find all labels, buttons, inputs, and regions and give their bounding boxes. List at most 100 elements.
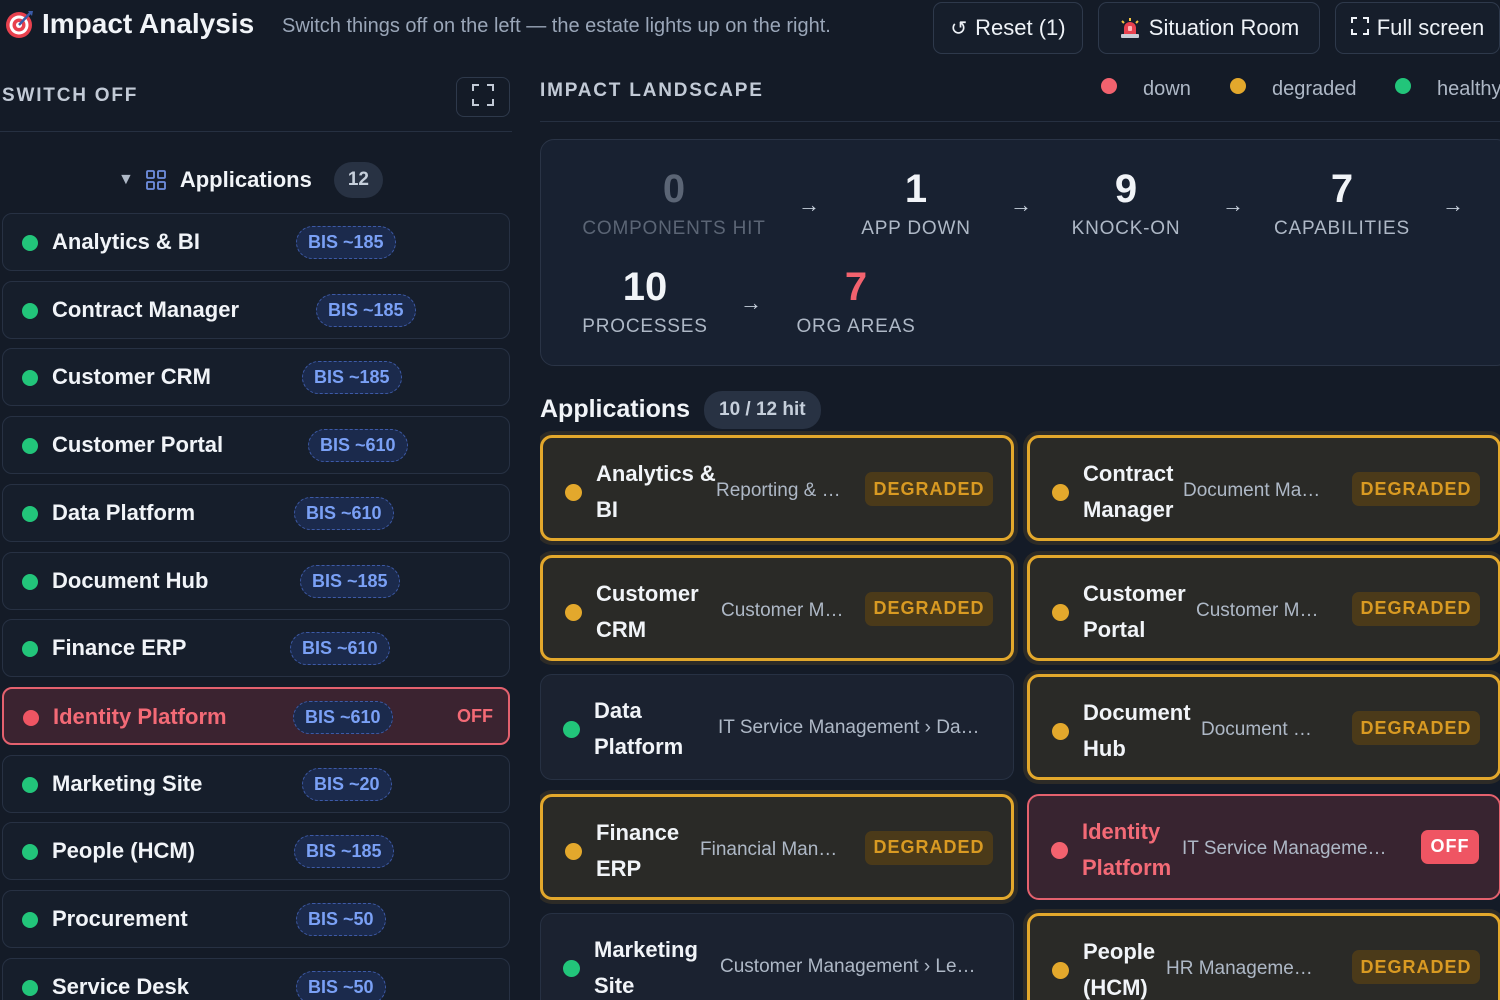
switch-item[interactable]: Procurement BIS ~50 bbox=[2, 890, 510, 948]
brand: Impact Analysis bbox=[4, 8, 254, 40]
switch-item-name: Finance ERP bbox=[52, 635, 187, 661]
switch-item[interactable]: Identity Platform BIS ~610 OFF bbox=[2, 686, 510, 745]
impact-card[interactable]: Data Platform IT Service Management › Da… bbox=[540, 674, 1014, 780]
status-badge: DEGRADED bbox=[865, 472, 993, 506]
impact-card-name: Document Hub bbox=[1083, 700, 1191, 761]
bis-badge: BIS ~185 bbox=[296, 226, 396, 259]
status-badge: DEGRADED bbox=[1352, 591, 1480, 626]
switch-item[interactable]: Contract Manager BIS ~185 bbox=[2, 280, 510, 339]
stat-value: 7 bbox=[1330, 167, 1354, 211]
status-badge: DEGRADED bbox=[1352, 472, 1480, 506]
impact-card[interactable]: Contract Manager Document Ma… DEGRADED bbox=[1027, 435, 1500, 541]
impact-card[interactable]: Document Hub Document … DEGRADED bbox=[1027, 674, 1500, 780]
impact-card-name: Data Platform bbox=[594, 698, 684, 759]
stat-label: KNOCK-ON bbox=[1071, 218, 1181, 239]
impact-card-name: Customer Portal bbox=[1083, 580, 1186, 642]
stat-value: 9 bbox=[1114, 167, 1138, 211]
off-tag: OFF bbox=[457, 705, 493, 726]
switch-off-panel: SWITCH OFF ▼ Applications 12 Analytics &… bbox=[0, 60, 512, 1000]
legend-down-dot bbox=[1101, 77, 1117, 94]
impact-card-name: Marketing Site bbox=[594, 937, 698, 998]
switch-item-name: Identity Platform bbox=[53, 703, 227, 729]
stat-processes: 10 PROCESSES bbox=[579, 264, 711, 338]
switch-off-header: SWITCH OFF bbox=[0, 60, 512, 132]
reset-icon: ↺ bbox=[950, 17, 968, 40]
switch-item[interactable]: Data Platform BIS ~610 bbox=[2, 483, 510, 542]
switch-item-name: Service Desk bbox=[52, 973, 189, 999]
impact-card-name: Identity Platform bbox=[1082, 818, 1172, 880]
impact-card-name: People (HCM) bbox=[1083, 939, 1156, 1000]
capability-path: Customer M… bbox=[721, 599, 844, 621]
switch-item[interactable]: Customer Portal BIS ~610 bbox=[2, 416, 510, 475]
capability-path: Document Ma… bbox=[1183, 480, 1321, 501]
switch-off-title: SWITCH OFF bbox=[2, 85, 139, 106]
switch-item[interactable]: Document Hub BIS ~185 bbox=[2, 551, 510, 610]
status-dot bbox=[563, 721, 580, 738]
status-dot bbox=[565, 603, 582, 621]
applications-group-toggle[interactable]: ▼ Applications 12 bbox=[118, 162, 383, 198]
stat-label: APP DOWN bbox=[861, 218, 971, 239]
flow-arrow: → bbox=[1442, 192, 1464, 217]
stat-components-hit: 0 COMPONENTS HIT bbox=[581, 166, 767, 240]
bis-badge: BIS ~185 bbox=[316, 293, 416, 327]
status-dot bbox=[1052, 484, 1069, 501]
legend-healthy-dot bbox=[1395, 77, 1411, 94]
stat-org-areas: 7 ORG AREAS bbox=[793, 264, 919, 338]
status-badge: DEGRADED bbox=[1352, 950, 1480, 984]
impact-card-name: Finance ERP bbox=[596, 819, 680, 881]
stat-label: COMPONENTS HIT bbox=[582, 218, 766, 239]
stat-knock-on: 9 KNOCK-ON bbox=[1059, 166, 1193, 240]
switch-item[interactable]: Marketing Site BIS ~20 bbox=[2, 754, 510, 813]
legend-degraded-dot bbox=[1230, 77, 1246, 94]
stat-label: ORG AREAS bbox=[796, 316, 916, 337]
legend-degraded-label: degraded bbox=[1272, 78, 1357, 100]
situation-room-button[interactable]: Situation Room bbox=[1098, 2, 1320, 54]
switch-item-name: Contract Manager bbox=[52, 296, 240, 322]
switch-item-name: Data Platform bbox=[52, 499, 196, 525]
impact-card[interactable]: Finance ERP Financial Man… DEGRADED bbox=[540, 793, 1014, 900]
fullscreen-icon bbox=[1350, 15, 1369, 41]
stat-capabilities: 7 CAPABILITIES bbox=[1271, 166, 1413, 240]
bis-badge: BIS ~185 bbox=[300, 564, 400, 598]
impact-card[interactable]: Customer Portal Customer M… DEGRADED bbox=[1027, 554, 1500, 661]
capability-path: Reporting & … bbox=[716, 480, 841, 501]
switch-item-name: Analytics & BI bbox=[52, 229, 200, 254]
capability-path: HR Manageme… bbox=[1166, 958, 1313, 979]
bis-badge: BIS ~50 bbox=[296, 903, 386, 936]
reset-button[interactable]: ↺ Reset (1) bbox=[933, 2, 1083, 54]
impact-card[interactable]: Marketing Site Customer Management › Le… bbox=[540, 913, 1014, 1000]
impact-card[interactable]: People (HCM) HR Manageme… DEGRADED bbox=[1027, 913, 1500, 1000]
header-bar: Impact Analysis Switch things off on the… bbox=[0, 0, 1500, 54]
capability-path: IT Service Manageme… bbox=[1182, 837, 1387, 859]
expand-panel-button[interactable] bbox=[456, 77, 510, 117]
switch-item-name: People (HCM) bbox=[52, 838, 195, 864]
switch-item[interactable]: People (HCM) BIS ~185 bbox=[2, 822, 510, 881]
impact-card[interactable]: Customer CRM Customer M… DEGRADED bbox=[540, 554, 1014, 661]
status-dot bbox=[22, 912, 38, 928]
fullscreen-button[interactable]: Full screen bbox=[1335, 2, 1500, 54]
target-icon bbox=[4, 9, 34, 39]
applications-section-title: Applications bbox=[540, 395, 691, 423]
switch-item[interactable]: Customer CRM BIS ~185 bbox=[2, 348, 510, 407]
switch-item-name: Marketing Site bbox=[52, 770, 203, 796]
status-dot bbox=[1052, 723, 1069, 740]
switch-item[interactable]: Finance ERP BIS ~610 bbox=[2, 619, 510, 678]
impact-stats-panel: 0 COMPONENTS HIT → 1 APP DOWN → 9 KNOCK-… bbox=[540, 139, 1500, 366]
impact-card[interactable]: Identity Platform IT Service Manageme… OFF bbox=[1027, 793, 1500, 900]
group-count-badge: 12 bbox=[333, 162, 383, 198]
impact-card[interactable]: Analytics & BI Reporting & … DEGRADED bbox=[540, 435, 1014, 541]
status-badge: DEGRADED bbox=[865, 591, 993, 626]
switch-item[interactable]: Service Desk BIS ~50 bbox=[2, 957, 510, 1000]
status-dot bbox=[22, 370, 38, 387]
impact-landscape-header: IMPACT LANDSCAPE down degraded healthy bbox=[540, 60, 1500, 122]
stat-value: 0 bbox=[662, 167, 686, 211]
reset-button-label: Reset (1) bbox=[975, 15, 1066, 40]
impact-card-name: Analytics & BI bbox=[596, 461, 716, 522]
switch-item[interactable]: Analytics & BI BIS ~185 bbox=[2, 213, 510, 271]
bis-badge: BIS ~50 bbox=[296, 970, 386, 1000]
bis-badge: BIS ~185 bbox=[302, 361, 402, 395]
legend-down-label: down bbox=[1143, 78, 1191, 100]
legend-healthy: healthy bbox=[1395, 77, 1500, 101]
legend-degraded: degraded bbox=[1230, 77, 1357, 101]
capability-path: Financial Man… bbox=[700, 838, 838, 860]
